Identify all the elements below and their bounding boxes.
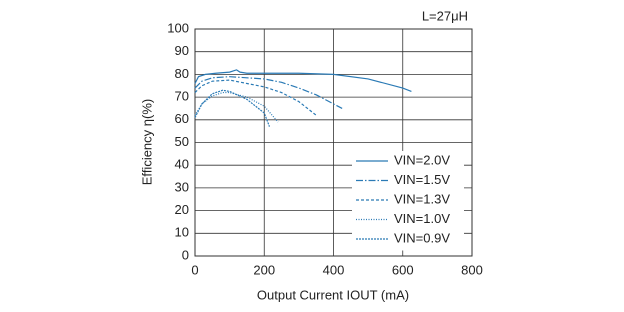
x-tick-label: 600 <box>392 262 414 277</box>
x-axis-label: Output Current IOUT (mA) <box>257 287 409 302</box>
y-tick-label: 10 <box>175 225 189 240</box>
legend-label: VIN=1.0V <box>394 211 450 226</box>
annotation: L=27μH <box>422 8 468 23</box>
y-axis-label: Efficiency η(%) <box>139 99 154 185</box>
y-tick-label: 70 <box>175 89 189 104</box>
x-tick-label: 400 <box>323 262 345 277</box>
y-tick-label: 50 <box>175 134 189 149</box>
y-tick-label: 40 <box>175 157 189 172</box>
y-tick-label: 20 <box>175 202 189 217</box>
y-tick-label: 0 <box>182 247 189 262</box>
series-line <box>194 89 271 127</box>
y-tick-label: 100 <box>167 20 189 35</box>
y-tick-label: 90 <box>175 43 189 58</box>
series-line <box>194 69 412 92</box>
legend-label: VIN=1.3V <box>394 191 450 206</box>
y-tick-label: 60 <box>175 111 189 126</box>
series-line <box>194 91 279 123</box>
x-tick-label: 800 <box>461 262 483 277</box>
series-line <box>194 76 343 109</box>
legend-label: VIN=2.0V <box>394 152 450 167</box>
legend-label: VIN=1.5V <box>394 172 450 187</box>
x-tick-label: 0 <box>191 262 198 277</box>
legend-label: VIN=0.9V <box>394 230 450 245</box>
y-tick-label: 80 <box>175 66 189 81</box>
series-line <box>194 79 317 116</box>
legend-box <box>352 151 464 251</box>
x-tick-label: 200 <box>253 262 275 277</box>
y-tick-label: 30 <box>175 179 189 194</box>
